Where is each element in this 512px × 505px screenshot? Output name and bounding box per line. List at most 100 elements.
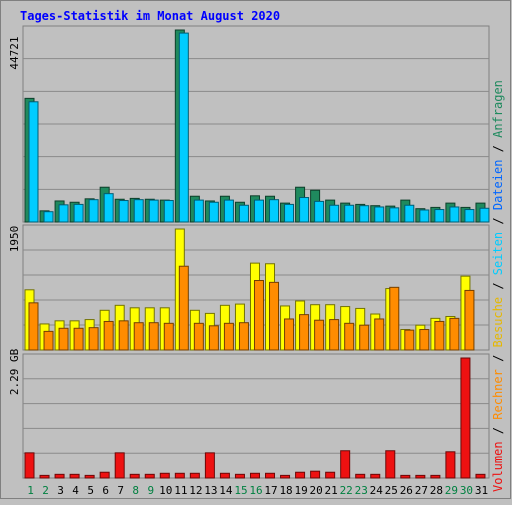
x-tick-label: 7 [117,484,124,497]
bar-volumen-10 [159,472,170,479]
legend-rechner: Rechner [491,369,505,420]
x-tick-label: 18 [279,484,292,497]
x-tick-label: 1 [27,484,34,497]
bar-dateien-27 [419,209,430,223]
bar-volumen-22 [340,450,351,479]
bar-volumen-4 [69,473,80,479]
panel2-ymax-label: 1950 [8,226,21,253]
x-tick-label: 24 [370,484,384,497]
panel-2 [22,224,490,351]
bar-rechner-9 [148,322,159,351]
legend-separator: / [491,420,505,442]
bar-volumen-12 [189,472,200,479]
panel-1 [22,25,490,223]
legend-separator: / [491,275,505,297]
x-tick-label: 12 [189,484,202,497]
bar-rechner-22 [344,322,355,351]
bar-rechner-24 [374,318,385,351]
bar-dateien-13 [208,201,219,223]
x-tick-label: 17 [264,484,277,497]
bar-volumen-31 [475,473,486,479]
bar-dateien-9 [148,199,159,223]
bar-dateien-4 [73,203,84,223]
bar-dateien-6 [103,193,114,223]
bar-dateien-11 [178,32,189,223]
legend: Volumen / Rechner / Besuche / Seiten / D… [491,80,505,492]
panel-frame [22,353,490,479]
bar-rechner-4 [73,327,84,351]
bar-rechner-29 [449,317,460,351]
x-tick-label: 23 [355,484,368,497]
bar-rechner-18 [284,318,295,351]
bar-volumen-7 [114,452,125,479]
bar-volumen-27 [415,474,426,479]
bar-dateien-20 [314,200,325,223]
bar-volumen-13 [204,452,215,479]
x-tick-label: 9 [147,484,154,497]
bar-volumen-9 [144,473,155,479]
bar-dateien-5 [88,199,99,223]
legend-dateien: Dateien [491,160,505,211]
x-tick-label: 26 [400,484,413,497]
legend-besuche: Besuche [491,297,505,348]
bar-rechner-17 [269,281,280,351]
x-tick-label: 21 [325,484,338,497]
x-tick-label: 6 [102,484,109,497]
bar-rechner-19 [299,314,310,351]
bar-volumen-8 [129,473,140,479]
x-tick-label: 20 [310,484,323,497]
bar-rechner-11 [178,265,189,351]
bar-dateien-31 [479,207,490,223]
bar-dateien-8 [133,199,144,223]
bar-dateien-12 [193,199,204,223]
bar-rechner-13 [208,325,219,351]
bar-volumen-20 [310,470,321,479]
x-tick-label: 4 [72,484,79,497]
bar-dateien-25 [389,207,400,223]
bar-volumen-14 [219,472,230,479]
x-tick-label: 29 [445,484,458,497]
bar-rechner-26 [404,329,415,351]
x-tick-label: 15 [234,484,247,497]
bar-dateien-10 [163,200,174,223]
bar-rechner-5 [88,327,99,351]
bar-rechner-14 [223,322,234,351]
bar-dateien-30 [464,209,475,223]
bar-dateien-16 [253,199,264,223]
chart-title: Tages-Statistik im Monat August 2020 [20,9,280,23]
bar-dateien-28 [434,209,445,223]
bar-dateien-21 [329,204,340,223]
bar-volumen-17 [265,472,276,479]
bar-rechner-2 [43,330,54,351]
bar-rechner-8 [133,322,144,351]
bar-volumen-6 [99,471,110,479]
bar-rechner-7 [118,320,129,351]
legend-separator: / [491,138,505,160]
x-tick-label: 14 [219,484,233,497]
x-tick-label: 25 [385,484,398,497]
bar-rechner-27 [419,329,430,351]
x-tick-label: 31 [475,484,488,497]
x-tick-label: 28 [430,484,443,497]
bar-rechner-20 [314,319,325,351]
bar-dateien-26 [404,204,415,223]
bar-rechner-12 [193,322,204,351]
x-tick-label: 13 [204,484,217,497]
bar-volumen-23 [355,473,366,479]
bar-rechner-3 [58,327,69,351]
bar-volumen-21 [325,471,336,479]
x-tick-label: 27 [415,484,428,497]
bar-dateien-17 [269,199,280,223]
bar-dateien-15 [238,204,249,223]
bar-dateien-22 [344,204,355,223]
bar-rechner-16 [253,280,264,351]
bar-dateien-2 [43,211,54,223]
bar-dateien-23 [359,205,370,223]
bar-rechner-28 [434,320,445,351]
bar-rechner-30 [464,289,475,351]
x-tick-label: 2 [42,484,49,497]
bar-rechner-10 [163,322,174,351]
x-tick-label: 22 [340,484,353,497]
